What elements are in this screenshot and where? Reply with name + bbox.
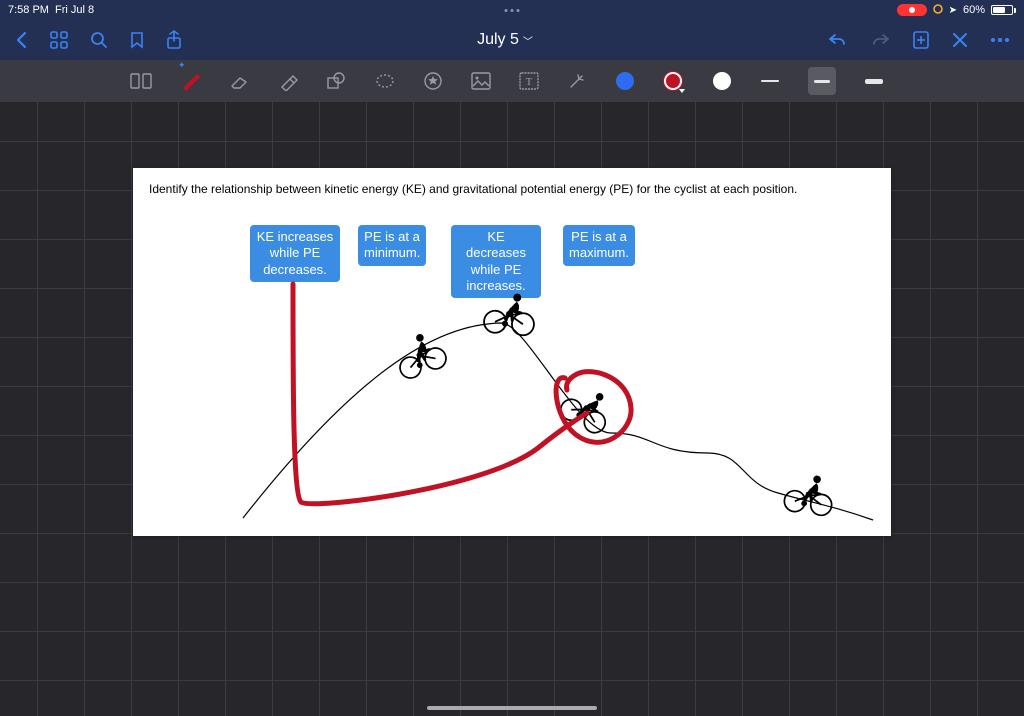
close-button[interactable]	[952, 32, 968, 48]
grid-view-button[interactable]	[50, 31, 68, 49]
stroke-thick[interactable]	[864, 67, 884, 95]
location-icon: ➤	[949, 5, 957, 16]
color-blue[interactable]	[615, 67, 635, 95]
pen-tool[interactable]: ✦	[180, 67, 200, 95]
page-split-tool[interactable]	[130, 67, 152, 95]
cyclist-0	[391, 328, 449, 381]
stroke-thin[interactable]	[760, 67, 780, 95]
svg-text:T: T	[526, 76, 533, 88]
laser-tool[interactable]	[567, 67, 587, 95]
back-button[interactable]	[14, 31, 28, 49]
multitask-dots[interactable]	[505, 9, 520, 12]
orientation-lock-icon	[933, 4, 943, 17]
eraser-tool[interactable]	[228, 67, 250, 95]
image-tool[interactable]	[471, 67, 491, 95]
undo-button[interactable]	[828, 32, 848, 48]
cyclist-3	[783, 471, 835, 516]
battery-fill	[993, 7, 1005, 13]
status-date: Fri Jul 8	[55, 4, 94, 16]
shape-tool[interactable]	[326, 67, 346, 95]
text-tool[interactable]: T	[519, 67, 539, 95]
status-right: ➤ 60%	[897, 4, 1016, 17]
highlighter-tool[interactable]	[278, 67, 298, 95]
status-time: 7:58 PM	[8, 4, 49, 16]
canvas-area[interactable]: Identify the relationship between kineti…	[0, 102, 1024, 716]
app-nav-bar: July 5 ﹀	[0, 20, 1024, 60]
more-button[interactable]	[990, 37, 1010, 43]
home-indicator[interactable]	[427, 706, 597, 710]
screen-record-indicator[interactable]	[897, 4, 927, 16]
battery-percent: 60%	[963, 4, 985, 16]
status-left: 7:58 PM Fri Jul 8	[8, 4, 94, 16]
cyclist-2	[557, 380, 617, 437]
share-button[interactable]	[166, 30, 182, 50]
terrain-diagram	[133, 168, 891, 536]
bookmark-button[interactable]	[130, 31, 144, 49]
favorites-tool[interactable]	[423, 67, 443, 95]
status-bar: 7:58 PM Fri Jul 8 ➤ 60%	[0, 0, 1024, 20]
document-title[interactable]: July 5 ﹀	[477, 31, 533, 49]
battery-icon	[991, 5, 1016, 15]
color-white[interactable]	[712, 67, 732, 95]
stroke-medium[interactable]	[808, 67, 836, 95]
chevron-down-icon: ﹀	[523, 33, 533, 48]
drawing-toolbar: ✦ T	[0, 60, 1024, 102]
cyclist-1	[483, 291, 536, 336]
new-page-button[interactable]	[912, 30, 930, 50]
title-text: July 5	[477, 31, 519, 49]
redo-button[interactable]	[870, 32, 890, 48]
worksheet-page[interactable]: Identify the relationship between kineti…	[133, 168, 891, 536]
lasso-tool[interactable]	[374, 67, 394, 95]
color-red[interactable]	[663, 67, 683, 95]
search-button[interactable]	[90, 31, 108, 49]
